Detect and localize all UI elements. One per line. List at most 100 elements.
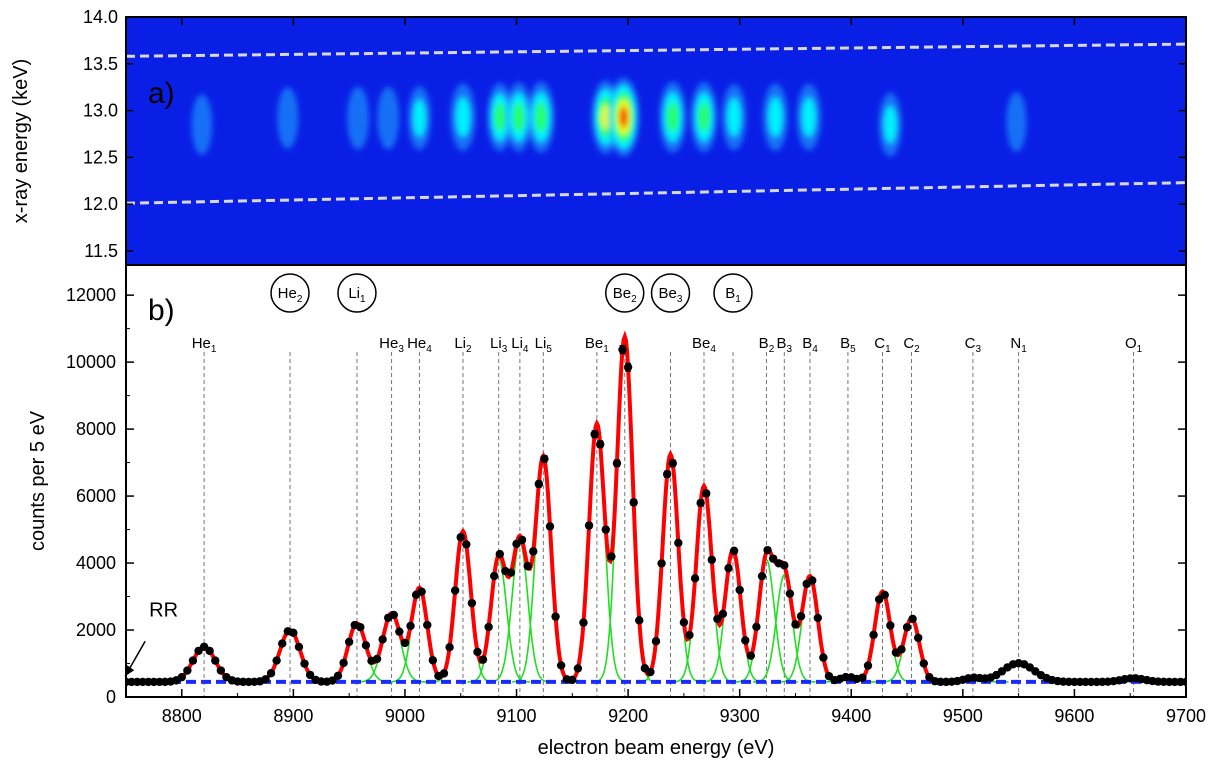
heatmap-blob (1006, 92, 1027, 152)
plot-frame (125, 16, 1187, 698)
peak-label-circle (605, 273, 645, 313)
data-point (573, 664, 583, 673)
heatmap-blob (883, 105, 898, 144)
data-point (880, 590, 889, 600)
peak-label-subscript: 5 (546, 344, 552, 355)
data-point (752, 622, 761, 631)
data-point (902, 623, 912, 632)
peak-label: C1 (874, 335, 891, 355)
peak-label-subscript: 3 (502, 344, 508, 355)
data-point (741, 636, 750, 645)
y-tick-label: 12.0 (83, 194, 118, 214)
rr-annotation-label: RR (149, 599, 178, 621)
peak-label-subscript: 3 (398, 344, 404, 355)
data-point (450, 586, 460, 595)
peak-label-symbol: N (1010, 335, 1021, 352)
data-point (813, 613, 822, 623)
data-point (211, 656, 220, 665)
data-point (690, 574, 700, 583)
data-point (378, 635, 387, 644)
data-point (506, 568, 516, 577)
data-point (785, 589, 795, 598)
peak-label-subscript: 4 (523, 344, 529, 355)
rr-arrow (124, 640, 146, 677)
peak-label-symbol: B (759, 335, 769, 352)
data-point (646, 667, 655, 677)
data-point (266, 669, 276, 678)
peak-label-circle (713, 273, 753, 313)
data-point (484, 622, 493, 632)
peak-label: Be4 (692, 335, 716, 355)
data-point (768, 554, 778, 563)
peak-label-circle (337, 273, 377, 313)
data-point (584, 521, 594, 530)
data-point (796, 612, 806, 621)
data-point (417, 587, 426, 596)
peak-label-symbol: He (192, 335, 211, 352)
data-point (679, 618, 689, 627)
data-point (897, 645, 906, 654)
map-intensity-blobs (191, 77, 1027, 157)
y-tick-label: 12000 (66, 285, 116, 305)
heatmap-blob (726, 97, 742, 137)
peak-label-subscript: 2 (466, 344, 472, 355)
data-point (696, 498, 705, 508)
y-tick-label: 13.5 (83, 54, 118, 74)
y-tick-label: 11.5 (84, 241, 118, 261)
data-point (462, 540, 471, 549)
data-point (729, 546, 739, 556)
panel-a-ylabel: x-ray energy (keV) (10, 59, 32, 224)
data-point (596, 440, 605, 449)
x-tick-label: 9100 (497, 706, 537, 726)
data-point (757, 571, 767, 581)
peak-label-symbol: Li (348, 285, 360, 302)
x-tick-label: 9000 (385, 706, 425, 726)
panel-a-label: a) (148, 77, 175, 110)
data-points (126, 345, 1186, 687)
peak-label-subscript: 4 (426, 344, 432, 355)
data-point (545, 522, 555, 531)
peak-label-subscript: 1 (211, 344, 217, 355)
heatmap-blob (377, 86, 400, 150)
peak-label-subscript: 1 (603, 344, 609, 355)
data-point (590, 429, 599, 439)
data-point (780, 561, 789, 570)
peak-label-subscript: 3 (787, 344, 793, 355)
peak-label-symbol: He (407, 335, 426, 352)
data-point (439, 669, 449, 678)
data-point (551, 612, 560, 621)
data-point (188, 656, 198, 665)
peak-label-symbol: Li (454, 335, 466, 352)
panel-b-ylabel: counts per 5 eV (27, 410, 49, 551)
peak-label: Li2 (454, 335, 472, 355)
heatmap-blob (801, 97, 817, 138)
panel-a: 11.5 12.0 12.5 13.0 13.5 14.0 a) x-ray energy… (10, 7, 1186, 265)
data-point (467, 598, 477, 608)
data-point (339, 658, 348, 668)
peak-label-symbol: B (725, 285, 735, 302)
peak-label-symbol: B (840, 335, 850, 352)
y-tick-label: 8000 (76, 419, 116, 439)
peak-label-symbol: C (874, 335, 885, 352)
data-point (869, 630, 878, 640)
peak-label-symbol: Be (692, 335, 710, 352)
peak-label-symbol: He (278, 285, 297, 302)
component-fit-curve (753, 573, 816, 683)
heatmap-blob (601, 104, 611, 130)
peak-label-subscript: 3 (677, 294, 683, 305)
peak-label-symbol: C (965, 335, 976, 352)
peak-label-subscript: 4 (812, 344, 818, 355)
dashed-boundary-line (126, 181, 1186, 205)
data-point (607, 552, 616, 561)
data-point (612, 459, 622, 468)
data-point (886, 621, 895, 630)
data-point (579, 618, 588, 627)
x-tick-label: 8900 (273, 706, 313, 726)
data-point (517, 535, 527, 545)
peak-label-symbol: B (802, 335, 812, 352)
peak-label-subscript: 2 (914, 344, 920, 355)
data-point (791, 620, 800, 629)
data-point (919, 659, 928, 668)
peak-label: B2 (759, 335, 775, 355)
